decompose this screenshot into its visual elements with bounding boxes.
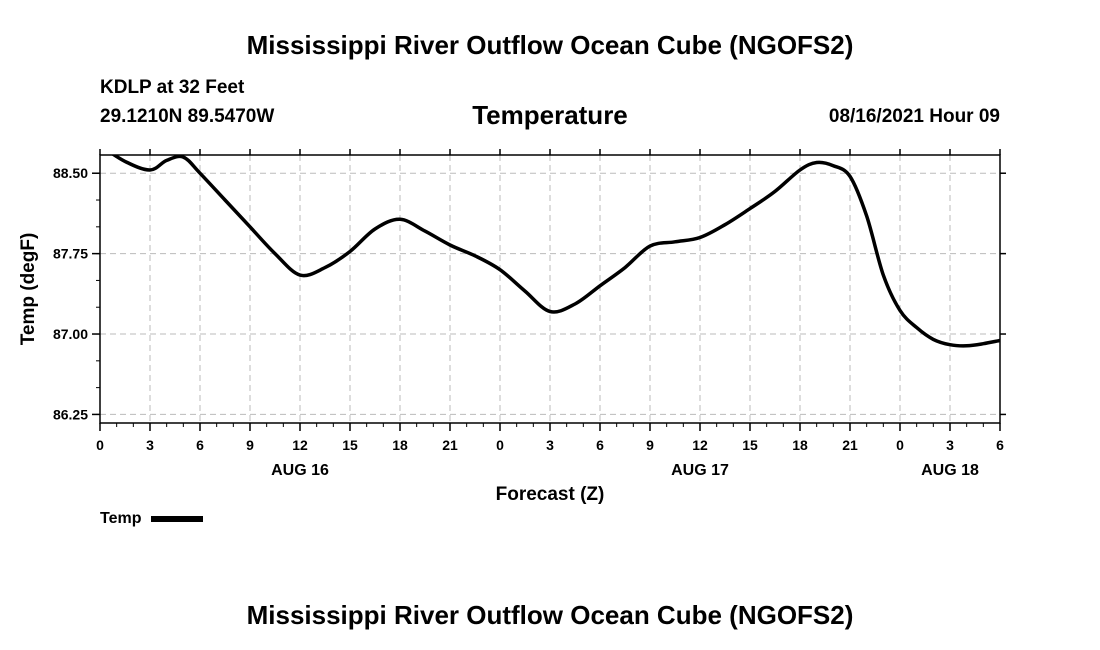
station-label: KDLP at 32 Feet [100,77,245,98]
x-tick-label: 18 [392,437,408,453]
x-tick-label: 9 [246,437,254,453]
date-label: AUG 16 [271,462,329,479]
legend: Temp [100,510,204,528]
x-axis-label: Forecast (Z) [496,484,605,505]
x-tick-label: 15 [742,437,758,453]
footer-title: Mississippi River Outflow Ocean Cube (NG… [246,600,854,630]
x-tick-label: 18 [792,437,808,453]
legend-label: Temp [100,510,142,527]
x-tick-label: 6 [596,437,604,453]
x-tick-label: 21 [442,437,458,453]
x-tick-label: 3 [546,437,554,453]
x-tick-label: 3 [146,437,154,453]
x-tick-label: 6 [196,437,204,453]
x-tick-label: 0 [496,437,504,453]
y-tick-label: 87.75 [53,246,88,262]
series-line-temp [111,155,1000,348]
x-tick-label: 15 [342,437,358,453]
x-tick-label: 12 [692,437,708,453]
grid [100,155,1000,423]
x-tick-label: 12 [292,437,308,453]
y-tick-label: 86.25 [53,406,88,422]
date-label: AUG 18 [921,462,979,479]
x-tick-label: 21 [842,437,858,453]
axis-ticks: 0 3 6 9 12 15 18 21 0 3 6 9 12 15 18 21 0 3 6 AUG 16 AUG 17 A… [53,149,1006,479]
chart-subtitle: Temperature [472,100,628,130]
x-tick-label: 3 [946,437,954,453]
y-axis-label: Temp (degF) [18,233,39,346]
date-label: AUG 17 [671,462,729,479]
x-tick-label: 0 [896,437,904,453]
y-tick-label: 87.00 [53,326,88,342]
forecast-timestamp: 08/16/2021 Hour 09 [828,106,1000,127]
x-tick-label: 9 [646,437,654,453]
station-coordinates: 29.1210N 89.5470W [100,106,275,127]
series-layer [111,155,1000,348]
x-tick-label: 0 [96,437,104,453]
x-tick-label: 6 [996,437,1004,453]
plot-frame [99,154,1001,424]
legend-line-swatch [151,516,204,522]
y-tick-label: 88.50 [53,165,88,181]
figure-title: Mississippi River Outflow Ocean Cube (NG… [246,30,854,60]
